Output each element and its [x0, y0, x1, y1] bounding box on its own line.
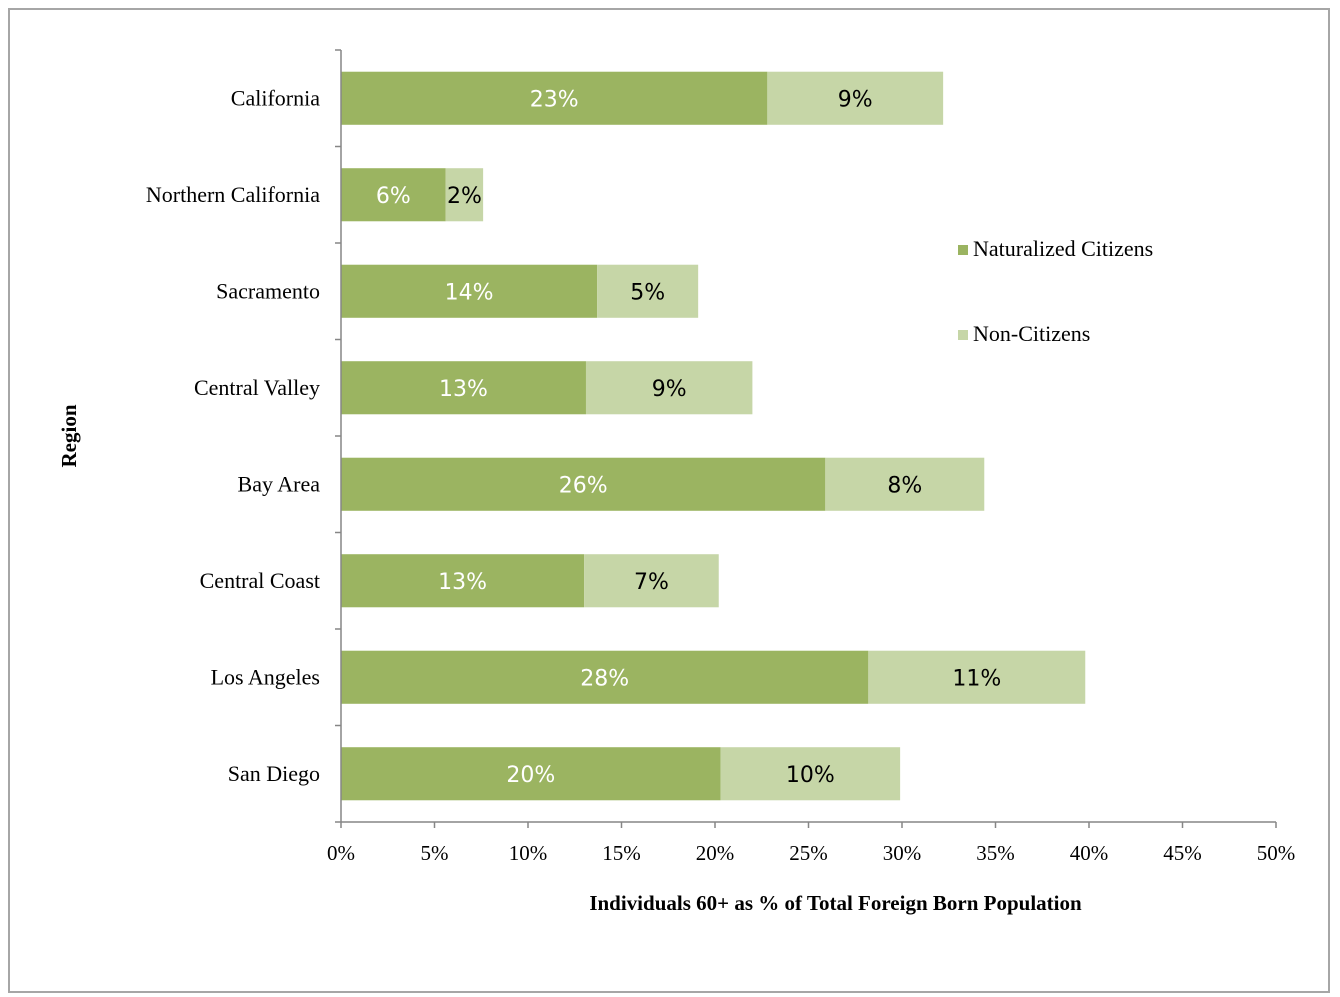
x-axis-title: Individuals 60+ as % of Total Foreign Bo…: [589, 891, 1082, 915]
data-label-non-citizens-6: 11%: [952, 666, 1001, 691]
bar-non-citizens-4: [825, 457, 985, 511]
x-tick-label-1: 5%: [421, 841, 449, 865]
bars-layer: [341, 71, 1086, 801]
data-label-non-citizens-0: 9%: [838, 87, 873, 112]
x-tick-label-0: 0%: [327, 841, 355, 865]
y-tick-label-4: Bay Area: [238, 471, 321, 496]
y-tick-label-3: Central Valley: [194, 375, 320, 400]
data-label-non-citizens-2: 5%: [630, 280, 665, 305]
legend-non-citizens-label: Non-Citizens: [973, 321, 1090, 346]
data-label-naturalized-0: 23%: [530, 87, 579, 112]
x-tick-label-7: 35%: [976, 841, 1015, 865]
data-label-naturalized-3: 13%: [439, 377, 488, 402]
bar-naturalized-0: [341, 71, 768, 125]
data-label-naturalized-7: 20%: [506, 763, 555, 788]
y-tick-label-6: Los Angeles: [211, 664, 320, 689]
x-tick-label-10: 50%: [1257, 841, 1296, 865]
legend-naturalized-swatch: [958, 245, 968, 255]
y-tick-label-5: Central Coast: [200, 568, 320, 593]
chart-frame: California Northern California Sacramento C…: [8, 8, 1330, 993]
y-tick-label-2: Sacramento: [216, 278, 320, 303]
data-label-non-citizens-1: 2%: [447, 184, 482, 209]
legend-naturalized-label: Naturalized Citizens: [973, 236, 1153, 261]
data-label-non-citizens-3: 9%: [652, 377, 687, 402]
x-tick-label-4: 20%: [696, 841, 735, 865]
bar-non-citizens-2: [597, 264, 699, 318]
data-label-non-citizens-4: 8%: [887, 473, 922, 498]
bar-non-citizens-7: [720, 747, 901, 801]
y-tick-label-0: California: [231, 85, 320, 110]
bar-naturalized-3: [341, 361, 586, 415]
x-tick-label-6: 30%: [883, 841, 922, 865]
x-tick-label-9: 45%: [1163, 841, 1202, 865]
labels-layer: 23% 9% 6% 2% 14% 5% 13% 9% 26% 8% 13% 7% 28% 11% 20% 10…: [376, 87, 1001, 788]
bar-naturalized-1: [341, 168, 446, 222]
bar-non-citizens-1: [445, 168, 484, 222]
y-tick-label-1: Northern California: [146, 182, 320, 207]
bar-non-citizens-6: [868, 650, 1086, 704]
bar-naturalized-5: [341, 554, 585, 608]
x-tick-label-5: 25%: [789, 841, 828, 865]
x-tick-label-3: 15%: [602, 841, 641, 865]
data-label-non-citizens-5: 7%: [634, 570, 669, 595]
bar-non-citizens-5: [584, 554, 719, 608]
bar-naturalized-7: [341, 747, 721, 801]
data-label-naturalized-1: 6%: [376, 184, 411, 209]
data-label-naturalized-4: 26%: [559, 473, 608, 498]
chart-svg: California Northern California Sacramento C…: [57, 49, 1296, 915]
data-label-naturalized-2: 14%: [445, 280, 494, 305]
axes-layer: California Northern California Sacramento C…: [146, 49, 1296, 865]
y-tick-label-7: San Diego: [228, 761, 320, 786]
data-label-naturalized-6: 28%: [580, 666, 629, 691]
bar-non-citizens-3: [585, 361, 753, 415]
bar-naturalized-6: [341, 650, 869, 704]
legend-non-citizens-swatch: [958, 330, 968, 340]
legend: Naturalized Citizens Non-Citizens: [958, 236, 1153, 346]
y-axis-title: Region: [57, 404, 81, 467]
x-tick-label-2: 10%: [509, 841, 548, 865]
bar-naturalized-2: [341, 264, 598, 318]
data-label-naturalized-5: 13%: [438, 570, 487, 595]
data-label-non-citizens-7: 10%: [786, 763, 835, 788]
x-tick-label-8: 40%: [1070, 841, 1109, 865]
bar-non-citizens-0: [767, 71, 944, 125]
bar-naturalized-4: [341, 457, 826, 511]
